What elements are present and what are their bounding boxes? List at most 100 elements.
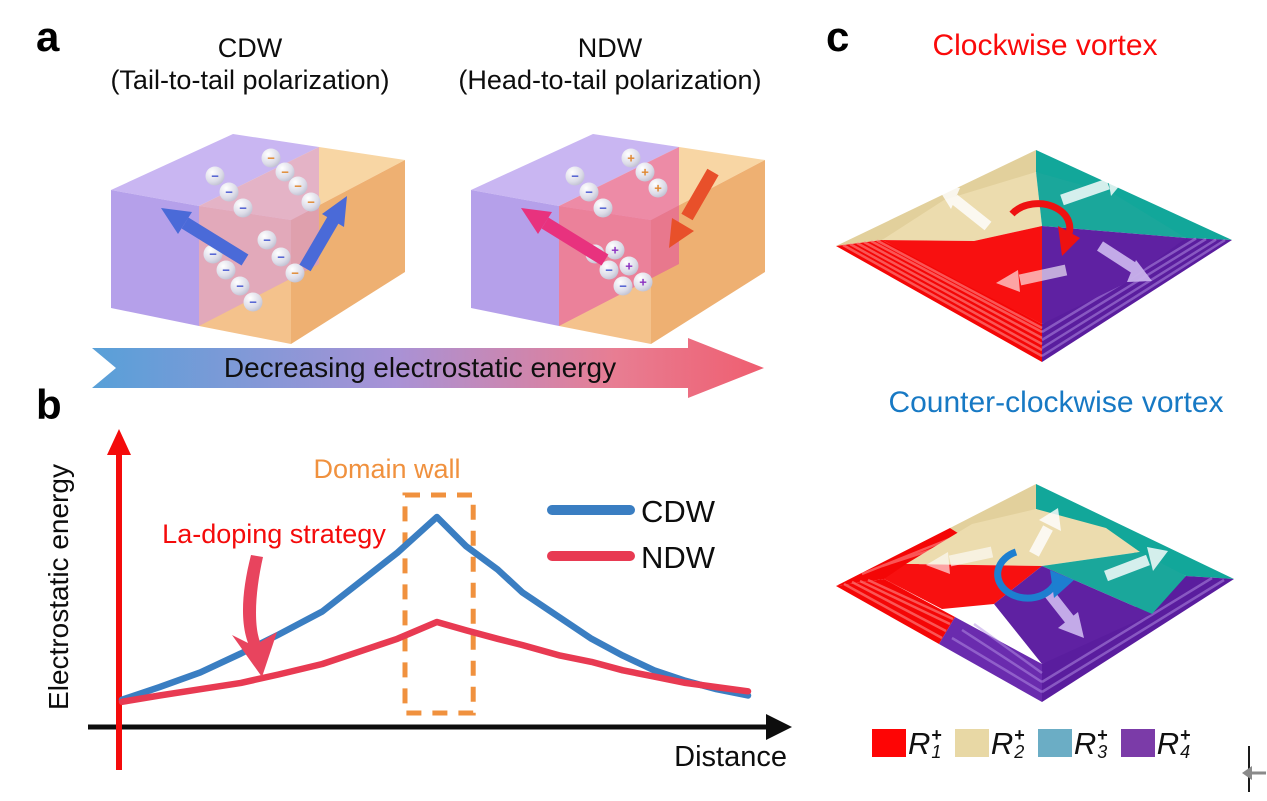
cw-teal-domain-arrow [1060,172,1126,206]
svg-text:−: − [307,195,315,210]
legend-cdw-label: CDW [641,494,716,529]
cw-purple-side-face [1042,238,1232,362]
cdw-cube-illustration: − − − − − − − − − − − − − − [111,134,405,344]
panel-b-label: b [36,381,62,428]
svg-text:−: − [294,179,302,194]
x-axis-arrowhead [766,714,792,740]
cw-red-domain-arrow [996,264,1068,292]
r3-swatch [1037,729,1072,758]
ndw-left-polarization-arrow [521,208,609,266]
legend-item-r2: R +2 [954,725,1025,761]
cdw-header: CDW (Tail-to-tail polarization) [85,32,415,96]
x-axis-label: Distance [674,741,787,773]
y-axis-arrowhead [107,429,131,455]
ccw-domain-r1-red [884,564,1042,609]
panel-c-label: c [826,13,850,60]
r2-symbol: R [990,725,1014,761]
counter-clockwise-vortex-title: Counter-clockwise vortex [888,386,1224,419]
ccw-purple-front-face [939,617,1042,702]
ndw-title: NDW [577,33,643,63]
cdw-left-polarization-arrow [161,208,249,266]
r1-symbol: R [908,725,931,761]
ccw-purple-side-face [1042,576,1234,702]
cdw-charge-spheres: − − − − − − − − − − − − − − [203,148,321,312]
ndw-cube-illustration: − − − + + + − − − + + + [471,134,765,344]
cw-cream-side-face [836,150,1036,246]
ndw-header: NDW (Head-to-tail polarization) [435,32,785,96]
r4-swatch [1120,729,1155,758]
svg-text:+: + [627,151,635,166]
domain-wall-box [402,492,476,716]
svg-text:−: − [281,165,289,180]
svg-text:−: − [225,185,233,200]
ccw-domain-r2-cream [906,509,1140,566]
svg-text:−: − [267,151,275,166]
svg-text:−: − [211,169,219,184]
svg-text:+: + [654,181,662,196]
svg-text:−: − [599,201,607,216]
r1-swatch [872,729,906,758]
decreasing-energy-text: Decreasing electrostatic energy [224,352,616,383]
la-doping-arrow [232,555,277,677]
cdw-front-left-face [111,190,199,326]
svg-text:−: − [291,266,299,281]
ccw-purple-domain-arrow [1043,588,1084,638]
ndw-right-face [651,160,765,344]
cw-domain-r1-red [882,226,1042,324]
ccw-cream-domain-arrow [1029,508,1061,557]
r4-symbol: R [1156,725,1180,761]
svg-text:−: − [571,169,579,184]
ccw-red-domain-arrow [926,546,994,574]
ndw-right-polarization-arrow [669,168,719,248]
domain-wall-label: Domain wall [313,454,460,484]
svg-text:−: − [236,279,244,294]
clockwise-vortex-title: Clockwise vortex [932,29,1158,62]
domain-legend: R +1 R +2 R +3 R +4 [872,725,1191,761]
legend-item-r1: R +1 [872,725,942,761]
svg-text:−: − [263,233,271,248]
svg-text:−: − [239,201,247,216]
svg-text:+: + [625,259,633,274]
decreasing-energy-arrow: Decreasing electrostatic energy [92,338,764,398]
ndw-charge-spheres: − − − + + + − − − + + + [565,148,668,296]
svg-text:−: − [619,279,627,294]
panel-a-label: a [36,13,60,60]
svg-text:−: − [222,263,230,278]
cw-domain-r4-purple [1042,226,1186,324]
ccw-purple-face-ridges [951,576,1225,694]
svg-text:+: + [641,165,649,180]
svg-text:−: − [249,295,257,310]
ndw-curve [118,618,752,706]
counter-clockwise-rotation-arrow [994,548,1074,602]
chart-legend: CDW NDW [547,494,716,575]
legend-item-r4: R +4 [1120,725,1191,761]
svg-text:−: − [585,185,593,200]
cdw-subtitle: (Tail-to-tail polarization) [110,65,390,95]
cw-domain-r3-teal [1036,172,1186,238]
svg-text:−: − [277,250,285,265]
r3-symbol: R [1073,725,1097,761]
cdw-right-polarization-arrow [299,196,347,272]
clockwise-rotation-arrow [1009,200,1080,256]
legend-ndw-label: NDW [641,540,716,575]
clockwise-vortex-illustration [836,150,1232,362]
cw-cream-domain-arrow [936,185,992,231]
legend-item-r3: R +3 [1037,725,1108,761]
cdw-title: CDW [217,33,283,63]
svg-text:−: − [605,263,613,278]
ccw-domain-r3-teal [1042,552,1186,614]
ndw-front-left-face [471,190,559,326]
energy-distance-chart: Electrostatic energy Distance Domain wal… [43,429,792,773]
svg-text:+: + [639,275,647,290]
svg-text:−: − [209,247,217,262]
cw-red-face-ridges [842,239,1043,358]
la-doping-label: La-doping strategy [162,519,386,549]
ccw-teal-domain-arrow [1104,547,1168,582]
cursor-arrow-icon [1242,746,1266,792]
cw-purple-domain-arrow [1097,241,1152,282]
r2-swatch [954,729,989,758]
y-axis-label: Electrostatic energy [43,464,74,710]
ndw-subtitle: (Head-to-tail polarization) [458,65,762,95]
svg-text:+: + [611,243,619,258]
